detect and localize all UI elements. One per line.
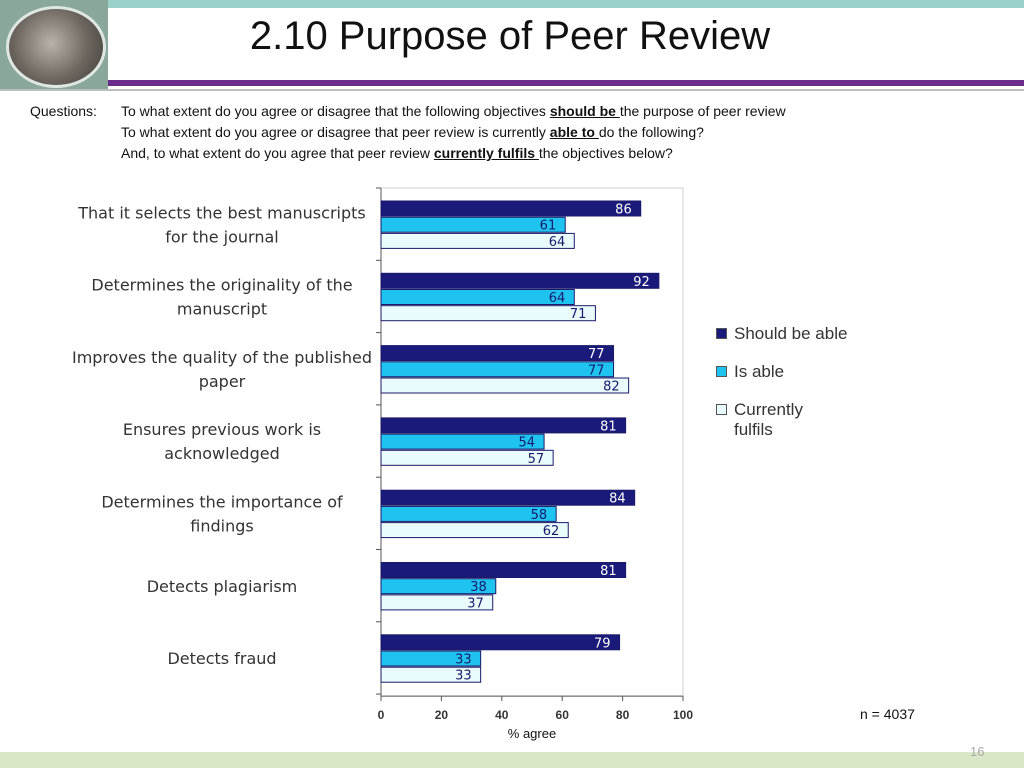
bar-value-label: 64	[549, 291, 566, 306]
question-1-emphasis: should be	[549, 103, 620, 119]
legend-label: fulfils	[734, 420, 773, 439]
category-label: That it selects the best manuscripts	[77, 203, 365, 222]
legend-label: Is able	[734, 362, 785, 381]
question-line-2: To what extent do you agree or disagree …	[121, 124, 704, 140]
question-1-post: the purpose of peer review	[619, 103, 786, 119]
question-3-post: the objectives below?	[538, 145, 673, 161]
legend-swatch-is-able	[716, 366, 727, 377]
legend-item-currently-fulfils: Currently fulfils	[716, 400, 886, 440]
question-line-3: And, to what extent do you agree that pe…	[121, 145, 673, 161]
bar-value-label: 82	[603, 380, 620, 395]
legend-item-should-be-able: Should be able	[716, 324, 886, 344]
category-label: Detects fraud	[167, 649, 276, 668]
question-2-post: do the following?	[598, 124, 704, 140]
category-label: acknowledged	[164, 444, 279, 463]
category-label: manuscript	[177, 300, 267, 319]
bar	[380, 377, 630, 394]
category-label: Ensures previous work is	[123, 420, 321, 439]
page-number: 16	[970, 744, 985, 759]
bar-value-label: 77	[588, 347, 605, 362]
bar	[380, 562, 627, 578]
legend-swatch-currently-fulfils	[716, 404, 727, 415]
bar-value-label: 84	[609, 492, 626, 507]
question-line-1: To what extent do you agree or disagree …	[121, 103, 786, 119]
x-tick-label: 100	[673, 708, 693, 722]
bar	[380, 666, 482, 683]
bar-value-label: 64	[549, 235, 566, 250]
x-tick-label: 20	[435, 708, 449, 722]
question-3-emphasis: currently fulfils	[433, 145, 539, 161]
legend-swatch-should-be-able	[716, 328, 727, 339]
bar	[380, 449, 554, 466]
sample-size-note: n = 4037	[860, 706, 915, 722]
bar-value-label: 79	[594, 636, 611, 651]
bar	[380, 489, 636, 506]
bar-value-label: 33	[455, 669, 472, 684]
bar-value-label: 38	[470, 580, 487, 595]
category-label: Determines the originality of the	[91, 276, 352, 295]
category-label: for the journal	[165, 227, 279, 246]
bar	[380, 650, 482, 667]
question-1-pre: To what extent do you agree or disagree …	[121, 103, 550, 119]
legend-item-is-able: Is able	[716, 362, 886, 382]
bar-value-label: 71	[570, 307, 587, 322]
slide-title: 2.10 Purpose of Peer Review	[249, 14, 771, 58]
bar-value-label: 62	[543, 524, 560, 539]
bar-value-label: 77	[588, 363, 605, 378]
logo	[0, 0, 108, 90]
bar-value-label: 92	[633, 275, 650, 290]
bar-value-label: 81	[600, 419, 617, 434]
category-label: findings	[190, 517, 253, 536]
bar-value-label: 86	[615, 203, 632, 218]
x-tick-label: 80	[616, 708, 630, 722]
bar-value-label: 81	[600, 564, 617, 579]
bar-value-label: 33	[455, 653, 472, 668]
legend-label: Should be able	[734, 324, 848, 343]
bar	[380, 522, 569, 539]
bar	[380, 433, 545, 450]
x-tick-label: 40	[495, 708, 509, 722]
bar	[380, 272, 660, 289]
questions-label: Questions:	[30, 103, 97, 119]
x-axis-title: % agree	[508, 726, 556, 741]
bar	[380, 305, 596, 322]
top-accent-bar	[108, 0, 1024, 8]
bar	[380, 634, 621, 651]
bar-value-label: 57	[528, 452, 545, 467]
logo-image	[6, 6, 106, 88]
question-2-pre: To what extent do you agree or disagree …	[121, 124, 550, 140]
bar	[380, 505, 557, 522]
bar-value-label: 54	[519, 436, 536, 451]
bar-value-label: 58	[531, 508, 548, 523]
bar	[380, 578, 497, 595]
footer-band	[0, 752, 1024, 768]
question-2-emphasis: able to	[549, 124, 599, 140]
category-label: Determines the importance of	[101, 493, 343, 512]
x-tick-label: 60	[556, 708, 570, 722]
legend-label: Currently	[734, 400, 803, 419]
bar	[380, 216, 566, 233]
category-label: Detects plagiarism	[147, 577, 298, 596]
bar	[380, 345, 615, 362]
bar	[380, 200, 642, 217]
bar-value-label: 37	[467, 596, 484, 611]
bar	[380, 594, 494, 611]
bar-value-label: 61	[540, 219, 557, 234]
title-divider	[108, 80, 1024, 86]
bar	[380, 361, 615, 378]
bar	[380, 417, 627, 434]
x-tick-label: 0	[378, 708, 385, 722]
question-3-pre: And, to what extent do you agree that pe…	[121, 145, 434, 161]
category-label: Improves the quality of the published	[72, 348, 372, 367]
header-underline	[0, 89, 1024, 91]
bar	[380, 232, 575, 249]
category-label: paper	[199, 372, 246, 391]
chart-legend: Should be able Is able Currently fulfils	[716, 324, 886, 458]
bar	[380, 289, 575, 305]
